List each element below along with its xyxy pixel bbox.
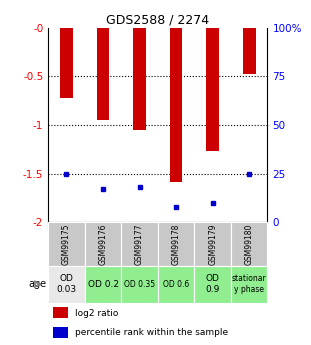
Bar bbox=[97, 28, 109, 120]
Bar bbox=[194, 223, 231, 266]
Bar bbox=[85, 266, 121, 303]
Bar bbox=[121, 266, 158, 303]
Bar bbox=[170, 28, 183, 181]
Bar bbox=[48, 266, 85, 303]
Text: OD
0.9: OD 0.9 bbox=[206, 275, 220, 294]
Text: OD 0.2: OD 0.2 bbox=[87, 280, 118, 289]
Bar bbox=[158, 266, 194, 303]
Text: GSM99180: GSM99180 bbox=[245, 224, 254, 265]
Text: OD 0.35: OD 0.35 bbox=[124, 280, 155, 289]
Bar bbox=[243, 28, 256, 75]
Bar bbox=[48, 223, 85, 266]
Bar bbox=[53, 307, 68, 318]
Bar bbox=[231, 223, 267, 266]
Bar bbox=[231, 266, 267, 303]
Bar bbox=[133, 28, 146, 130]
Bar bbox=[194, 266, 231, 303]
Title: GDS2588 / 2274: GDS2588 / 2274 bbox=[106, 13, 209, 27]
Text: age: age bbox=[28, 279, 46, 289]
Text: OD 0.6: OD 0.6 bbox=[163, 280, 189, 289]
Text: log2 ratio: log2 ratio bbox=[75, 308, 118, 318]
Text: GSM99179: GSM99179 bbox=[208, 223, 217, 265]
Text: OD
0.03: OD 0.03 bbox=[56, 275, 77, 294]
Bar bbox=[206, 28, 219, 151]
Text: stationar
y phase: stationar y phase bbox=[232, 275, 267, 294]
Text: percentile rank within the sample: percentile rank within the sample bbox=[75, 328, 228, 337]
Text: GSM99175: GSM99175 bbox=[62, 223, 71, 265]
Text: GSM99178: GSM99178 bbox=[172, 224, 181, 265]
Bar bbox=[158, 223, 194, 266]
Bar bbox=[60, 28, 73, 98]
Bar bbox=[121, 223, 158, 266]
Text: GSM99177: GSM99177 bbox=[135, 223, 144, 265]
Text: GSM99176: GSM99176 bbox=[99, 223, 108, 265]
Bar bbox=[53, 327, 68, 338]
Bar bbox=[85, 223, 121, 266]
